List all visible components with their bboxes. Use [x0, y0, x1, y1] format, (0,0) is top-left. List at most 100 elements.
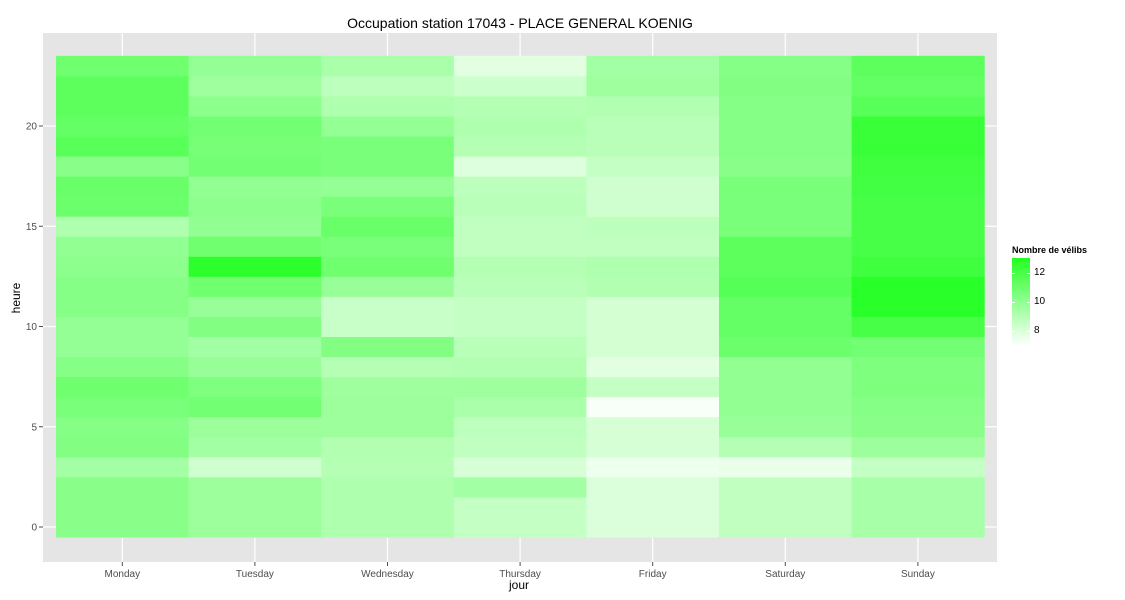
heatmap-cell	[719, 156, 853, 177]
heatmap-cell	[851, 176, 985, 197]
heatmap-cell	[453, 75, 587, 97]
heatmap-cell	[56, 276, 190, 297]
x-tick-label: Saturday	[765, 569, 805, 580]
heatmap-cell	[719, 316, 853, 338]
heatmap-cell	[586, 316, 720, 338]
heatmap-cell	[586, 396, 720, 418]
x-tick-label: Sunday	[901, 569, 935, 580]
y-axis-title: heure	[9, 282, 23, 313]
heatmap-cell	[56, 136, 190, 157]
heatmap-cell	[56, 336, 190, 358]
heatmap-cell	[719, 416, 853, 438]
heatmap-cell	[719, 396, 853, 418]
heatmap-cell	[453, 476, 587, 498]
heatmap-cell	[851, 95, 985, 117]
heatmap-cell	[719, 256, 853, 277]
heatmap-cell	[453, 296, 587, 317]
heatmap-cell	[321, 436, 455, 458]
legend-tick-label: 8	[1034, 325, 1040, 337]
legend-tick-mark	[1012, 302, 1030, 303]
heatmap-cell	[851, 456, 985, 478]
heatmap-cell	[453, 276, 587, 297]
heatmap-cell	[321, 496, 455, 518]
heatmap-cell	[188, 196, 322, 217]
heatmap-cells	[56, 55, 985, 538]
y-tick-label: 20	[26, 122, 38, 133]
chart-title: Occupation station 17043 - PLACE GENERAL…	[347, 15, 693, 31]
heatmap-cell	[586, 196, 720, 217]
heatmap-cell	[56, 316, 190, 338]
heatmap-cell	[453, 516, 587, 538]
heatmap-cell	[453, 456, 587, 478]
heatmap-cell	[719, 276, 853, 297]
heatmap-cell	[188, 396, 322, 418]
legend-title: Nombre de vélibs	[1012, 245, 1088, 255]
heatmap-cell	[719, 216, 853, 237]
heatmap-cell	[453, 176, 587, 197]
heatmap-cell	[188, 276, 322, 297]
heatmap-cell	[453, 156, 587, 177]
heatmap-cell	[188, 256, 322, 277]
heatmap-cell	[188, 356, 322, 378]
heatmap-cell	[586, 115, 720, 137]
legend-tick-mark	[1012, 272, 1030, 274]
heatmap-cell	[851, 276, 985, 297]
heatmap-cell	[586, 516, 720, 538]
heatmap-cell	[188, 316, 322, 338]
heatmap-cell	[586, 296, 720, 317]
heatmap-cell	[188, 176, 322, 197]
heatmap-cell	[453, 376, 587, 398]
heatmap-cell	[321, 516, 455, 538]
heatmap-cell	[453, 95, 587, 117]
heatmap-cell	[453, 196, 587, 217]
heatmap-cell	[321, 236, 455, 257]
heatmap-cell	[56, 496, 190, 518]
heatmap-cell	[453, 136, 587, 157]
heatmap-cell	[56, 296, 190, 317]
heatmap-cell	[586, 436, 720, 458]
heatmap-cell	[851, 196, 985, 217]
heatmap-cell	[188, 476, 322, 498]
heatmap-cell	[321, 176, 455, 197]
heatmap-cell	[321, 196, 455, 217]
heatmap-cell	[586, 216, 720, 237]
heatmap-cell	[851, 256, 985, 277]
heatmap-cell	[586, 276, 720, 297]
heatmap-cell	[586, 75, 720, 97]
heatmap-cell	[586, 156, 720, 177]
heatmap-cell	[719, 436, 853, 458]
x-tick-label: Monday	[105, 569, 141, 580]
heatmap-cell	[56, 256, 190, 277]
heatmap-cell	[56, 236, 190, 257]
heatmap-cell	[851, 356, 985, 378]
heatmap-cell	[586, 55, 720, 77]
heatmap-cell	[851, 115, 985, 137]
heatmap-cell	[851, 516, 985, 538]
heatmap-cell	[453, 256, 587, 277]
heatmap-cell	[586, 376, 720, 398]
heatmap-cell	[453, 216, 587, 237]
legend-tick-label: 10	[1034, 296, 1046, 307]
heatmap-cell	[586, 136, 720, 157]
axes: Monday Tuesday Wednesday Thursday Friday Satu…	[26, 122, 935, 581]
heatmap-cell	[586, 416, 720, 438]
heatmap-cell	[851, 316, 985, 338]
heatmap-cell	[851, 336, 985, 358]
heatmap-cell	[719, 516, 853, 538]
heatmap-cell	[321, 256, 455, 277]
heatmap-cell	[851, 156, 985, 177]
heatmap-cell	[321, 416, 455, 438]
heatmap-cell	[188, 376, 322, 398]
heatmap-cell	[851, 376, 985, 398]
heatmap-cell	[56, 516, 190, 538]
heatmap-cell	[56, 476, 190, 498]
heatmap-cell	[851, 136, 985, 157]
heatmap-cell	[188, 115, 322, 137]
heatmap-cell	[56, 55, 190, 77]
heatmap-cell	[851, 55, 985, 77]
heatmap-cell	[188, 456, 322, 478]
heatmap-cell	[321, 316, 455, 338]
heatmap-cell	[188, 136, 322, 157]
heatmap-cell	[453, 496, 587, 518]
